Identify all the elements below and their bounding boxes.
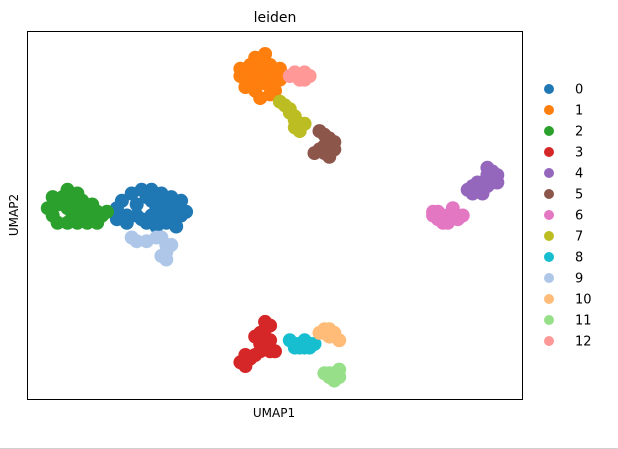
legend-marker	[544, 273, 554, 283]
legend-marker	[544, 294, 554, 304]
point-cluster-4	[480, 160, 495, 175]
points-layer	[40, 47, 505, 388]
point-cluster-3	[263, 333, 278, 348]
point-cluster-2	[60, 215, 75, 230]
legend-marker	[544, 168, 554, 178]
point-cluster-1	[263, 72, 278, 87]
legend-item-6: 6	[544, 209, 583, 224]
point-cluster-0	[144, 193, 159, 208]
legend-label: 9	[575, 272, 583, 287]
point-cluster-8	[307, 336, 322, 351]
legend-item-10: 10	[544, 293, 592, 308]
legend-item-1: 1	[544, 104, 583, 119]
point-cluster-0	[174, 193, 189, 208]
point-cluster-5	[307, 146, 322, 161]
legend-marker	[544, 189, 554, 199]
point-cluster-2	[90, 215, 105, 230]
point-cluster-4	[475, 186, 490, 201]
legend-item-8: 8	[544, 251, 583, 266]
legend-label: 5	[575, 188, 583, 203]
legend-label: 0	[575, 83, 583, 98]
point-cluster-11	[317, 366, 332, 381]
legend-marker	[544, 252, 554, 262]
point-cluster-8	[287, 340, 302, 355]
point-cluster-2	[70, 215, 85, 230]
point-cluster-1	[238, 80, 253, 95]
legend-marker	[544, 84, 554, 94]
legend-label: 3	[575, 146, 583, 161]
legend-item-9: 9	[544, 272, 583, 287]
point-cluster-2	[80, 215, 95, 230]
legend-label: 8	[575, 251, 583, 266]
legend-item-5: 5	[544, 188, 583, 203]
legend-marker	[544, 210, 554, 220]
point-cluster-1	[263, 87, 278, 102]
legend-label: 10	[575, 293, 592, 308]
point-cluster-6	[445, 201, 460, 216]
legend-item-0: 0	[544, 83, 583, 98]
legend-item-3: 3	[544, 146, 583, 161]
point-cluster-11	[332, 362, 347, 377]
legend-label: 7	[575, 230, 583, 245]
point-cluster-9	[164, 237, 179, 252]
point-cluster-1	[233, 69, 248, 83]
point-cluster-0	[114, 193, 129, 208]
point-cluster-2	[85, 197, 100, 212]
legend-marker	[544, 315, 554, 325]
legend-item-2: 2	[544, 125, 583, 140]
legend-marker	[544, 231, 554, 241]
point-cluster-0	[179, 204, 194, 219]
x-axis-label: UMAP1	[253, 406, 295, 420]
point-cluster-7	[297, 116, 312, 131]
point-cluster-4	[465, 179, 480, 194]
point-cluster-6	[426, 204, 441, 219]
legend-item-12: 12	[544, 335, 592, 350]
point-cluster-1	[258, 47, 273, 61]
point-cluster-4	[490, 175, 505, 190]
point-cluster-2	[100, 204, 114, 219]
legend-marker	[544, 336, 554, 346]
point-cluster-9	[159, 252, 174, 267]
point-cluster-9	[129, 234, 144, 249]
point-cluster-2	[50, 215, 65, 230]
point-cluster-0	[154, 212, 169, 227]
point-cluster-3	[238, 348, 253, 362]
legend-marker	[544, 105, 554, 115]
point-cluster-0	[119, 215, 134, 230]
legend-label: 6	[575, 209, 583, 224]
y-axis-label: UMAP2	[7, 194, 21, 236]
legend-marker	[544, 147, 554, 157]
legend-label: 11	[575, 314, 592, 329]
legend-label: 4	[575, 167, 583, 182]
legend-label: 2	[575, 125, 583, 140]
legend-marker	[544, 126, 554, 136]
point-cluster-10	[317, 325, 332, 340]
point-cluster-3	[258, 314, 273, 329]
legend-label: 12	[575, 335, 592, 350]
point-cluster-0	[134, 182, 149, 197]
point-cluster-1	[272, 61, 287, 76]
point-cluster-2	[45, 190, 60, 205]
point-cluster-0	[164, 201, 179, 216]
plot-frame	[27, 31, 523, 400]
legend-item-11: 11	[544, 314, 592, 329]
chart-title: leiden	[254, 10, 297, 26]
point-cluster-1	[253, 65, 268, 80]
point-cluster-3	[268, 344, 282, 359]
legend-item-7: 7	[544, 230, 583, 245]
point-cluster-0	[134, 212, 149, 227]
point-cluster-6	[455, 208, 470, 223]
point-cluster-0	[169, 219, 184, 234]
point-cluster-0	[129, 197, 144, 212]
point-cluster-12	[297, 72, 312, 87]
legend-label: 1	[575, 104, 583, 119]
legend-item-4: 4	[544, 167, 583, 182]
